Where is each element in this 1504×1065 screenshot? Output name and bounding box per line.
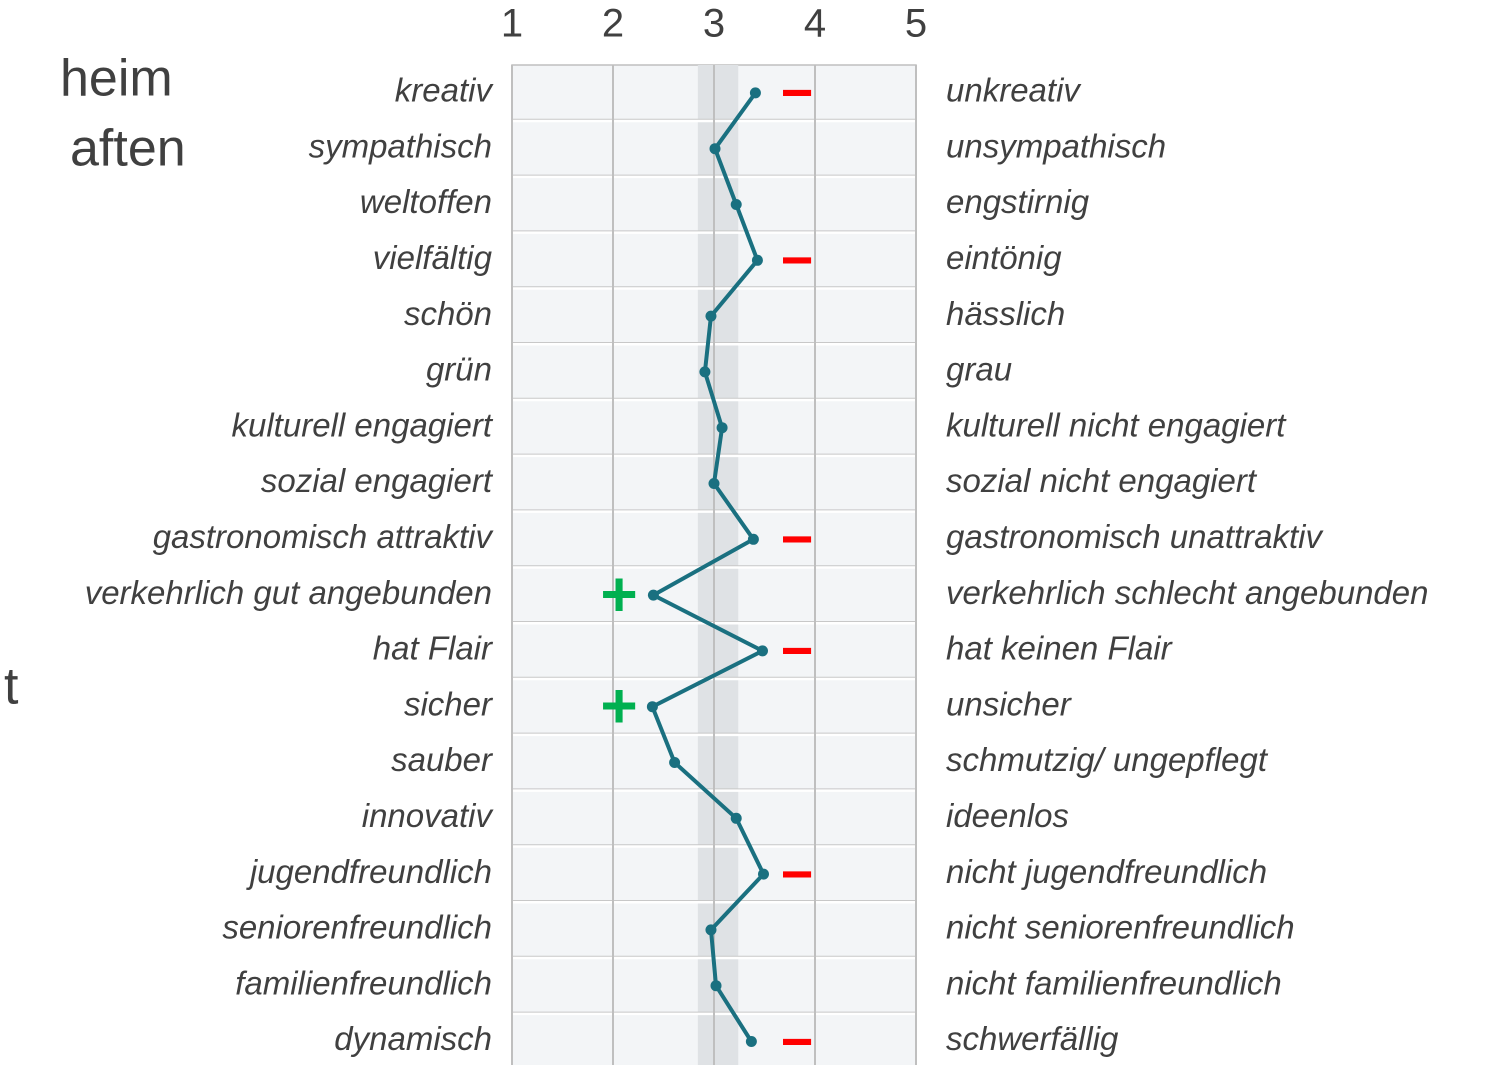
right-label: schmutzig/ ungepflegt [946,741,1269,778]
data-point [747,533,759,545]
rating-marker: − [781,228,814,291]
side-text: t [4,658,19,716]
left-label: jugendfreundlich [246,853,492,890]
left-label: sympathisch [309,127,492,164]
right-label: kulturell nicht engagiert [946,406,1287,443]
rating-marker: − [781,507,814,570]
x-tick-label: 1 [501,2,523,46]
data-point [730,199,742,210]
data-point [699,366,711,378]
side-text: heim [60,50,173,108]
data-point [749,87,761,99]
data-point [757,868,769,880]
right-label: hässlich [946,295,1065,332]
right-label: hat keinen Flair [946,630,1174,667]
right-label: schwerfällig [946,1020,1119,1057]
left-label: innovativ [362,797,495,834]
data-point [756,645,768,657]
left-label: dynamisch [334,1020,492,1057]
data-point [705,924,717,936]
right-label: grau [946,351,1012,388]
rating-marker: + [600,670,637,742]
right-label: unkreativ [946,72,1082,109]
right-label: eintönig [946,239,1062,276]
data-point [669,757,681,768]
left-label: weltoffen [360,183,492,220]
left-label: seniorenfreundlich [222,909,492,946]
profile-line [650,91,766,1043]
rating-marker: + [600,558,637,630]
right-label: verkehrlich schlecht angebunden [946,574,1428,611]
data-point [705,310,717,322]
left-label: kulturell engagiert [232,406,494,443]
data-point [710,980,722,992]
data-point [647,589,659,601]
data-point [716,422,728,434]
right-label: gastronomisch unattraktiv [946,518,1325,555]
x-tick-label: 3 [703,2,725,46]
right-label: unsicher [946,685,1073,722]
left-label: vielfältig [373,239,493,276]
left-label: grün [426,351,492,388]
data-point [709,143,721,155]
left-label: familienfreundlich [235,964,492,1001]
right-label: unsympathisch [946,127,1166,164]
left-label: sozial engagiert [261,462,494,499]
left-label: schön [404,295,492,332]
data-point [708,478,720,489]
right-label: nicht familienfreundlich [946,964,1282,1001]
x-tick-label: 5 [905,2,927,46]
right-label: nicht seniorenfreundlich [946,909,1295,946]
rating-marker: − [781,619,814,682]
left-label: verkehrlich gut angebunden [85,574,492,611]
data-point [751,254,763,266]
left-label: kreativ [395,72,495,109]
rating-marker: − [781,1009,814,1065]
x-tick-label: 4 [804,2,826,46]
right-label: ideenlos [946,797,1069,834]
right-label: nicht jugendfreundlich [946,853,1267,890]
left-label: sicher [404,685,494,722]
left-label: sauber [391,741,494,778]
left-label: gastronomisch attraktiv [153,518,495,555]
right-label: sozial nicht engagiert [946,462,1258,499]
data-point [646,701,658,713]
left-label: hat Flair [373,630,494,667]
data-point [745,1036,757,1047]
data-point [730,812,742,824]
rating-marker: − [781,842,814,905]
right-label: engstirnig [946,183,1090,220]
x-tick-label: 2 [602,2,624,46]
rating-marker: − [781,61,814,124]
side-text: aften [70,120,186,178]
